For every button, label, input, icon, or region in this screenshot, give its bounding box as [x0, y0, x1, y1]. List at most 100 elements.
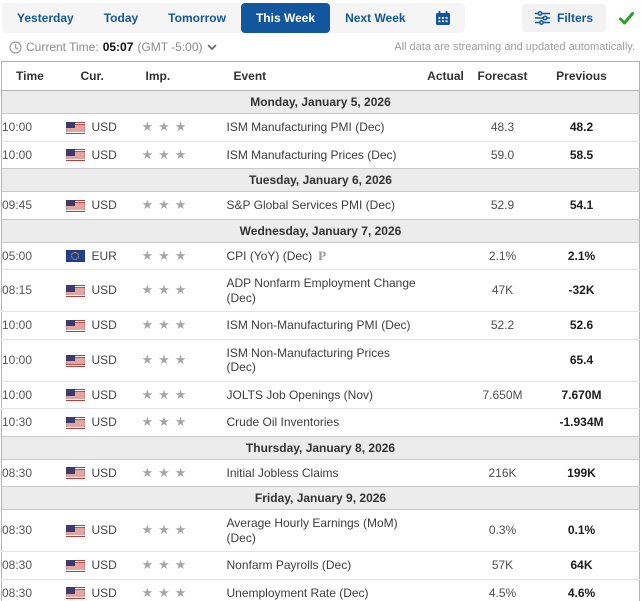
currency-cell: USD: [65, 458, 142, 487]
forecast-cell: 52.9: [468, 191, 537, 219]
event-link[interactable]: CPI (YoY) (Dec): [226, 248, 313, 263]
day-separator-label: Monday, January 5, 2026: [1, 90, 640, 114]
calendar-picker-button[interactable]: [421, 3, 465, 33]
event-link[interactable]: S&P Global Services PMI (Dec): [226, 198, 396, 212]
event-cell: Crude Oil Inventories: [226, 408, 423, 436]
flag-us-icon: [65, 199, 85, 212]
filler-cell: [626, 241, 640, 270]
flag-us-icon: [65, 389, 85, 402]
calendar-table: Time Cur. Imp. Event Actual Forecast Pre…: [1, 61, 640, 601]
event-link[interactable]: ADP Nonfarm Employment Change (Dec): [226, 276, 416, 305]
event-link[interactable]: ISM Non-Manufacturing Prices (Dec): [226, 345, 390, 375]
event-row: 08:30 USD ★★★ Average Hourly Earnings (MoM)…: [1, 509, 640, 552]
previous-cell: 58.5: [536, 140, 627, 169]
tab-today[interactable]: Today: [89, 3, 153, 33]
flag-us-icon: [65, 149, 85, 162]
event-cell: Unemployment Rate (Dec): [226, 578, 423, 601]
col-time: Time: [1, 61, 66, 91]
filler-cell: [626, 578, 640, 601]
col-actual: Actual: [422, 61, 469, 91]
currency-code: USD: [91, 523, 117, 538]
forecast-cell: 52.2: [468, 311, 537, 339]
importance-cell: ★★★: [141, 191, 227, 219]
event-row: 08:30 USD ★★★ Initial Jobless Claims 216K 199…: [1, 458, 640, 487]
event-row: 10:30 USD ★★★ Crude Oil Inventories -1.934M: [1, 408, 640, 436]
actual-cell: [422, 311, 469, 339]
time-cell: 10:00: [1, 113, 66, 141]
tab-next-week[interactable]: Next Week: [330, 3, 420, 33]
previous-cell: 2.1%: [536, 241, 627, 270]
forecast-cell: 4.5%: [468, 578, 537, 601]
flag-us-icon: [65, 467, 85, 480]
time-cell: 08:30: [1, 551, 66, 579]
event-link[interactable]: JOLTS Job Openings (Nov): [226, 387, 374, 402]
event-row: 10:00 USD ★★★ JOLTS Job Openings (Nov) 7.650…: [1, 380, 640, 409]
event-link[interactable]: Unemployment Rate (Dec): [226, 585, 369, 600]
flag-us-icon: [65, 285, 85, 298]
event-link[interactable]: Average Hourly Earnings (MoM) (Dec): [226, 516, 398, 545]
previous-cell: 199K: [536, 458, 627, 487]
filler-cell: [626, 311, 640, 339]
timezone-selector[interactable]: Current Time: 05:07 (GMT -5:00): [3, 39, 223, 55]
currency-cell: USD: [65, 408, 142, 436]
time-cell: 10:00: [1, 380, 66, 409]
event-link[interactable]: Initial Jobless Claims: [226, 465, 339, 480]
importance-stars: ★★★: [141, 522, 192, 538]
day-separator-row: Tuesday, January 6, 2026: [1, 168, 640, 192]
currency-code: USD: [91, 318, 117, 332]
time-cell: 10:00: [1, 140, 66, 169]
flag-us-icon: [65, 319, 85, 332]
tab-yesterday[interactable]: Yesterday: [2, 3, 89, 33]
actual-cell: [422, 551, 469, 579]
forecast-cell: 48.3: [468, 113, 537, 141]
event-row: 05:00 EUR ★★★ CPI (YoY) (Dec) P 2.1% 2.1%: [1, 241, 640, 270]
forecast-cell: [468, 338, 537, 381]
event-cell: ISM Non-Manufacturing Prices (Dec): [226, 338, 423, 381]
importance-stars: ★★★: [141, 197, 192, 212]
previous-cell: -1.934M: [536, 408, 627, 436]
importance-stars: ★★★: [141, 386, 192, 402]
flag-eu-icon: [65, 250, 85, 263]
event-link[interactable]: ISM Manufacturing PMI (Dec): [226, 120, 385, 134]
currency-cell: USD: [65, 113, 142, 141]
event-row: 08:15 USD ★★★ ADP Nonfarm Employment Change…: [1, 269, 640, 312]
event-link[interactable]: ISM Manufacturing Prices (Dec): [226, 147, 397, 162]
flag-us-icon: [65, 121, 85, 134]
tab-this-week[interactable]: This Week: [240, 3, 331, 33]
previous-cell: 54.1: [536, 191, 627, 219]
previous-cell: 65.4: [536, 338, 627, 381]
importance-cell: ★★★: [141, 380, 227, 409]
day-separator-label: Tuesday, January 6, 2026: [1, 168, 640, 192]
importance-cell: ★★★: [141, 578, 227, 601]
forecast-cell: 59.0: [468, 140, 537, 169]
sliders-icon: [534, 11, 550, 25]
event-row: 10:00 USD ★★★ ISM Manufacturing PMI (Dec) 48…: [1, 113, 640, 141]
filler-cell: [626, 140, 640, 169]
tab-tomorrow[interactable]: Tomorrow: [153, 3, 241, 33]
actual-cell: [422, 408, 469, 436]
streaming-status-check-icon: [619, 11, 634, 25]
currency-code: USD: [91, 352, 117, 367]
event-link[interactable]: ISM Non-Manufacturing PMI (Dec): [226, 318, 411, 332]
calendar-table-body: Monday, January 5, 2026 10:00 USD ★★★ ISM Ma…: [1, 90, 640, 601]
filler-cell: [626, 408, 640, 436]
event-cell: ISM Non-Manufacturing PMI (Dec): [226, 311, 423, 339]
filters-button[interactable]: Filters: [521, 4, 606, 32]
time-cell: 08:15: [1, 269, 66, 312]
currency-cell: USD: [65, 311, 142, 339]
currency-cell: USD: [65, 380, 142, 409]
event-link[interactable]: Nonfarm Payrolls (Dec): [226, 558, 352, 572]
currency-code: USD: [91, 283, 117, 298]
importance-stars: ★★★: [141, 119, 192, 134]
forecast-cell: 47K: [468, 269, 537, 312]
flag-us-icon: [65, 525, 85, 538]
currency-cell: USD: [65, 578, 142, 601]
event-link[interactable]: Crude Oil Inventories: [226, 415, 340, 429]
previous-cell: 48.2: [536, 113, 627, 141]
previous-cell: -32K: [536, 269, 627, 312]
importance-stars: ★★★: [141, 146, 192, 162]
importance-stars: ★★★: [141, 317, 192, 332]
col-filler: [626, 61, 640, 91]
flag-us-icon: [65, 587, 85, 600]
